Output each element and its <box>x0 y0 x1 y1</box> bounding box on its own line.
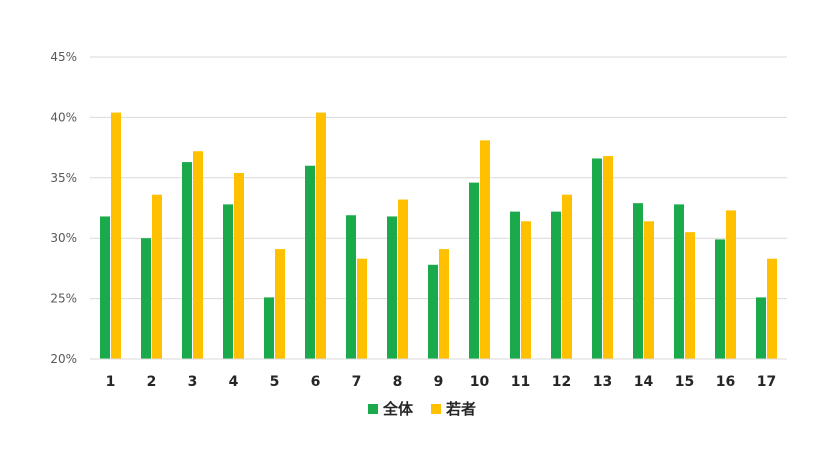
bar-series-1-cat-2 <box>141 238 151 359</box>
x-tick-label: 16 <box>716 374 735 390</box>
bar-series-2-cat-8 <box>398 199 408 359</box>
legend-swatch <box>431 404 441 414</box>
bars <box>100 112 777 359</box>
bar-series-1-cat-17 <box>756 297 766 359</box>
bar-series-2-cat-7 <box>357 258 367 359</box>
x-tick-label: 7 <box>352 374 362 390</box>
legend-label: 全体 <box>382 400 414 418</box>
bar-series-2-cat-1 <box>111 112 121 359</box>
x-tick-label: 6 <box>311 374 321 390</box>
legend: 全体 若者 <box>368 400 476 418</box>
x-tick-label: 2 <box>147 374 157 390</box>
x-tick-label: 12 <box>552 374 571 390</box>
x-tick-label: 9 <box>434 374 444 390</box>
x-tick-label: 4 <box>229 374 239 390</box>
legend-label: 若者 <box>445 400 476 418</box>
bar-series-2-cat-3 <box>193 151 203 359</box>
x-tick-label: 5 <box>270 374 280 390</box>
bar-series-2-cat-11 <box>521 221 531 359</box>
bar-series-1-cat-12 <box>551 211 561 359</box>
x-tick-label: 1 <box>106 374 116 390</box>
bar-series-2-cat-6 <box>316 112 326 359</box>
y-axis: 20% 25% 30% 35% 40% 45% <box>50 50 77 366</box>
bar-series-1-cat-4 <box>223 204 233 359</box>
bar-series-2-cat-5 <box>275 249 285 359</box>
bar-series-1-cat-9 <box>428 264 438 359</box>
y-tick-label: 20% <box>50 352 77 366</box>
bar-series-2-cat-4 <box>234 172 244 359</box>
x-tick-label: 15 <box>675 374 694 390</box>
x-tick-label: 11 <box>511 374 530 390</box>
x-tick-label: 13 <box>593 374 612 390</box>
y-tick-label: 30% <box>50 231 77 245</box>
bar-series-1-cat-8 <box>387 216 397 359</box>
y-tick-label: 25% <box>50 292 77 306</box>
x-axis: 1 2 3 4 5 6 7 8 9 10 11 12 13 14 15 16 17 <box>90 358 787 390</box>
bar-series-1-cat-1 <box>100 216 110 359</box>
bar-series-2-cat-9 <box>439 249 449 359</box>
bar-series-1-cat-16 <box>715 239 725 359</box>
bar-series-1-cat-3 <box>182 162 192 359</box>
bar-series-1-cat-6 <box>305 165 315 359</box>
bar-series-1-cat-7 <box>346 215 356 359</box>
y-tick-label: 40% <box>50 110 77 124</box>
bar-series-2-cat-15 <box>685 232 695 359</box>
bar-series-1-cat-14 <box>633 203 643 359</box>
x-tick-label: 8 <box>393 374 403 390</box>
x-tick-label: 14 <box>634 374 654 390</box>
bar-series-1-cat-15 <box>674 204 684 359</box>
bar-series-1-cat-11 <box>510 211 520 359</box>
bar-series-1-cat-10 <box>469 182 479 359</box>
bar-series-2-cat-17 <box>767 258 777 359</box>
y-tick-label: 35% <box>50 171 77 185</box>
bar-series-2-cat-13 <box>603 156 613 359</box>
y-tick-label: 45% <box>50 50 77 64</box>
bar-series-2-cat-12 <box>562 194 572 359</box>
bar-series-2-cat-16 <box>726 210 736 359</box>
bar-series-2-cat-14 <box>644 221 654 359</box>
legend-swatch <box>368 404 378 414</box>
bar-series-1-cat-13 <box>592 158 602 359</box>
bar-series-2-cat-10 <box>480 140 490 359</box>
x-tick-label: 17 <box>757 374 776 390</box>
bar-series-1-cat-5 <box>264 297 274 359</box>
x-tick-label: 3 <box>188 374 198 390</box>
x-tick-label: 10 <box>470 374 490 390</box>
bar-series-2-cat-2 <box>152 194 162 359</box>
